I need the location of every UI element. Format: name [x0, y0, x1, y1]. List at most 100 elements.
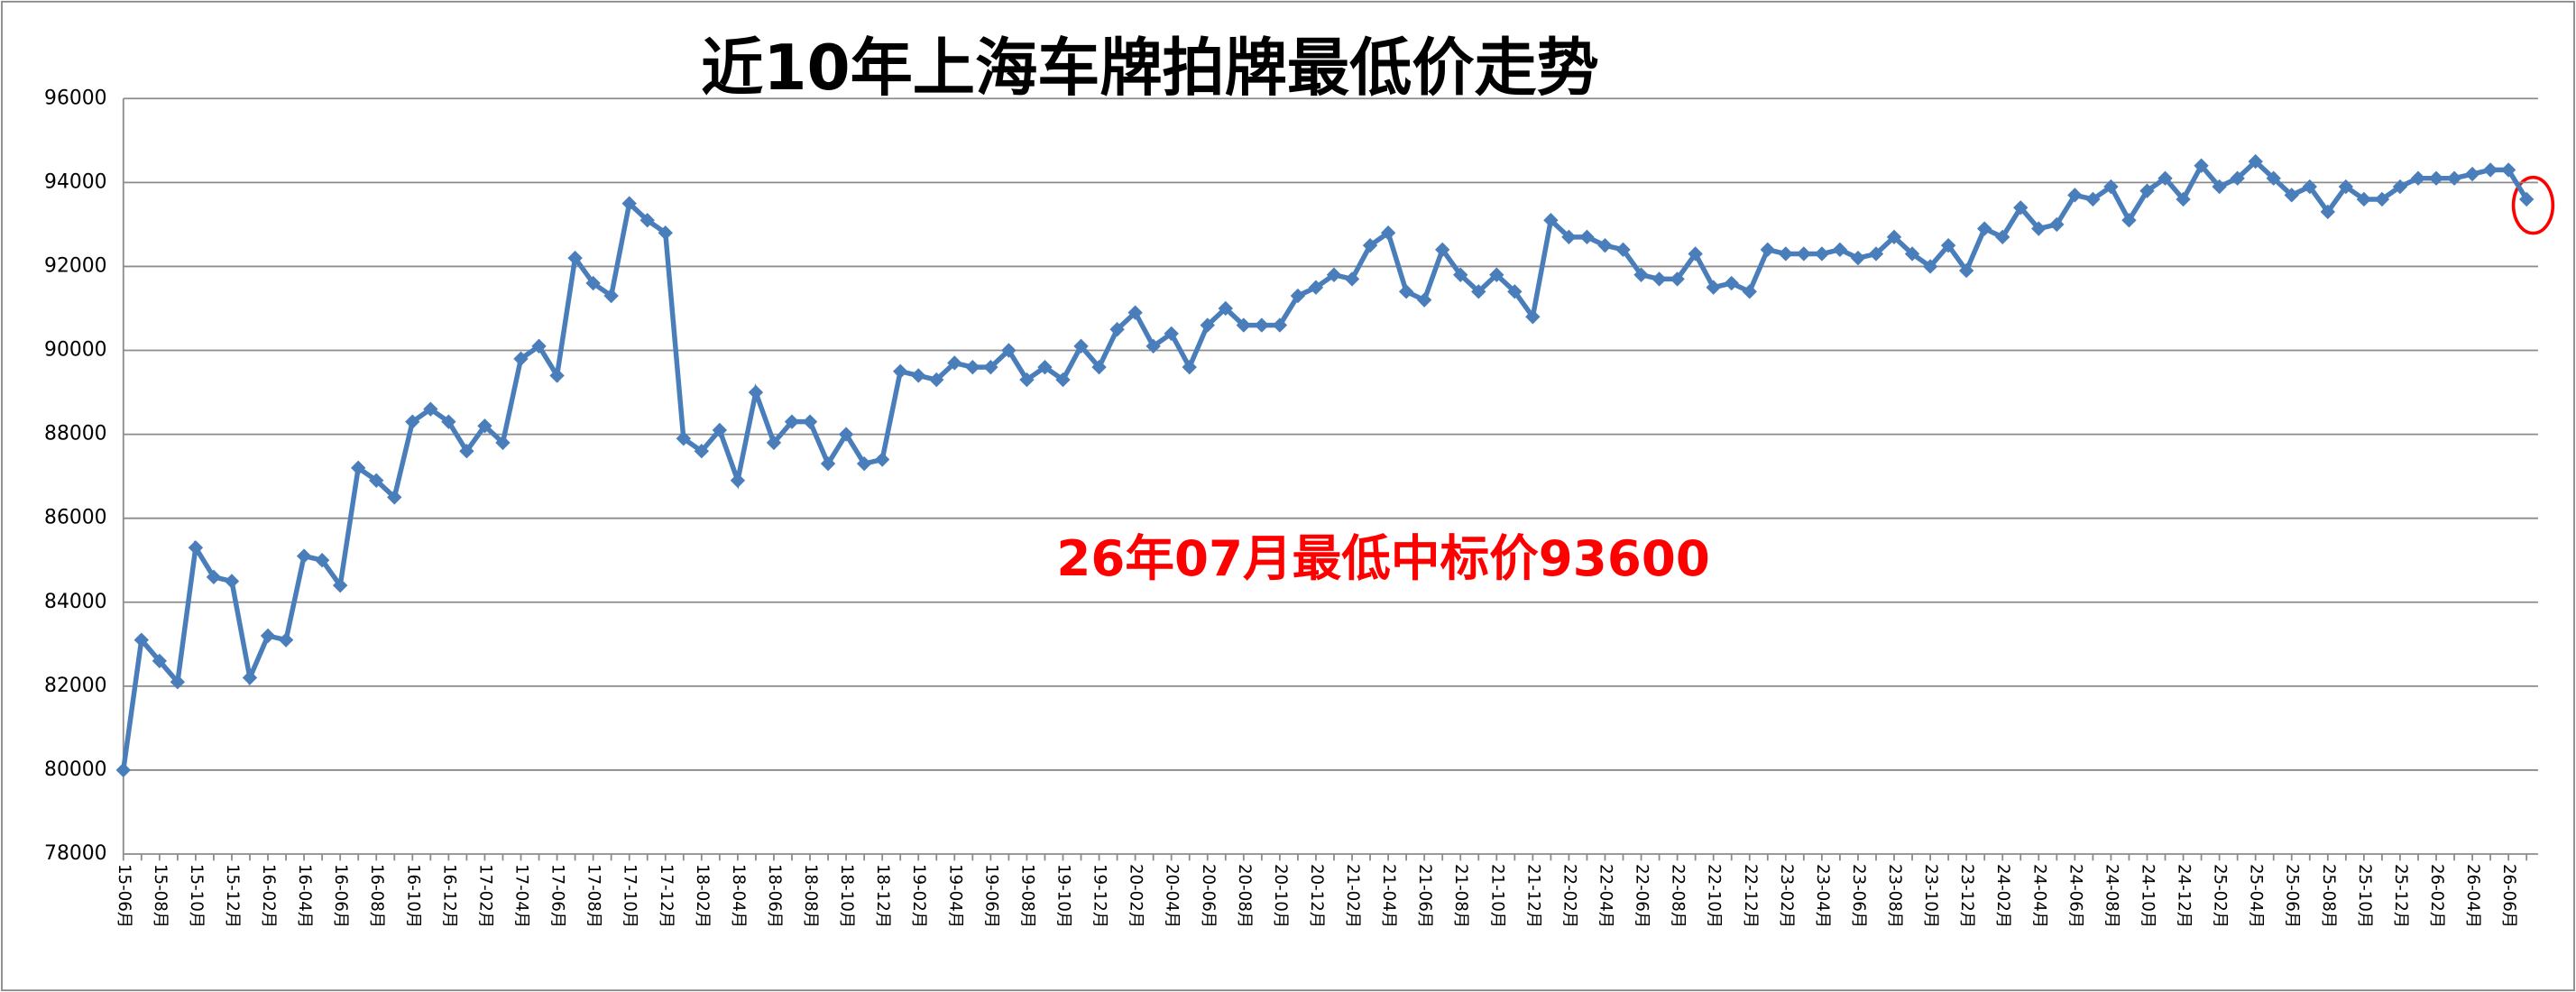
data-point — [170, 675, 186, 690]
x-tick-label: 23-02月 — [1777, 864, 1796, 928]
x-tick-label: 24-12月 — [2175, 864, 2194, 928]
data-point — [1688, 246, 1703, 262]
y-tick-label: 84000 — [44, 591, 106, 613]
data-point — [2248, 153, 2263, 170]
x-tick-label: 22-10月 — [1705, 864, 1724, 928]
data-point — [513, 351, 529, 367]
data-point — [260, 628, 276, 644]
highlight-circle — [2511, 175, 2555, 235]
x-tick-label: 25-02月 — [2211, 864, 2230, 928]
chart-title: 近10年上海车牌拍牌最低价走势 — [701, 32, 1599, 105]
data-point — [1597, 237, 1613, 253]
data-point — [1272, 317, 1288, 333]
x-tick-label: 25-04月 — [2247, 864, 2266, 928]
data-point — [2482, 162, 2498, 178]
data-point — [1850, 250, 1866, 266]
data-point — [188, 540, 204, 556]
data-point — [802, 414, 818, 429]
x-tick-label: 15-08月 — [151, 864, 170, 928]
data-point — [495, 435, 511, 451]
x-tick-label: 18-02月 — [693, 864, 712, 928]
annotation: 26年07月最低中标价93600 — [1056, 529, 1709, 587]
data-point — [2320, 204, 2336, 220]
data-point — [405, 414, 420, 429]
data-point — [1236, 317, 1252, 333]
x-tick-label: 16-08月 — [367, 864, 386, 928]
data-point — [965, 359, 980, 375]
data-point — [929, 372, 944, 388]
x-tick-label: 21-08月 — [1451, 864, 1470, 928]
data-point — [1344, 271, 1360, 287]
x-tick-label: 17-04月 — [512, 864, 531, 928]
x-tick-label: 16-02月 — [259, 864, 278, 928]
data-point — [694, 444, 710, 459]
data-point — [639, 213, 655, 228]
x-tick-label: 25-12月 — [2391, 864, 2410, 928]
y-tick-label: 92000 — [44, 254, 106, 277]
x-tick-label: 22-12月 — [1741, 864, 1760, 928]
x-tick-label: 24-04月 — [2029, 864, 2048, 928]
x-tick-label: 19-10月 — [1053, 864, 1072, 928]
y-tick-label: 96000 — [44, 87, 106, 109]
data-point — [730, 473, 746, 488]
data-point — [2302, 179, 2317, 195]
x-tick-label: 20-12月 — [1307, 864, 1326, 928]
data-point — [1380, 225, 1396, 241]
data-point — [1976, 221, 1992, 236]
x-tick-label: 18-10月 — [837, 864, 856, 928]
data-point — [1995, 229, 2010, 245]
x-tick-label: 25-10月 — [2355, 864, 2374, 928]
y-tick-label: 90000 — [44, 339, 106, 362]
x-tick-label: 23-04月 — [1813, 864, 1832, 928]
data-point — [2446, 170, 2462, 186]
x-tick-label: 15-10月 — [187, 864, 206, 928]
data-point — [332, 577, 348, 593]
data-point — [1742, 284, 1757, 299]
data-point — [314, 553, 330, 568]
data-point — [1109, 322, 1125, 337]
x-tick-label: 21-12月 — [1523, 864, 1542, 928]
x-tick-label: 15-06月 — [115, 864, 133, 928]
x-tick-label: 20-06月 — [1199, 864, 1218, 928]
data-point — [1796, 246, 1812, 262]
data-point — [911, 368, 926, 383]
data-point — [206, 569, 222, 585]
data-point — [766, 435, 782, 451]
y-tick-label: 80000 — [44, 758, 106, 781]
x-tick-label: 19-06月 — [981, 864, 1000, 928]
data-point — [1760, 242, 1775, 258]
data-point — [621, 196, 637, 211]
x-tick-label: 21-06月 — [1415, 864, 1434, 928]
data-point — [2338, 179, 2354, 195]
x-tick-label: 25-06月 — [2283, 864, 2302, 928]
data-point — [2356, 191, 2372, 207]
data-point — [1416, 292, 1432, 308]
data-point — [2392, 179, 2408, 195]
y-tick-label: 94000 — [44, 170, 106, 193]
x-tick-label: 18-04月 — [729, 864, 748, 928]
data-point — [351, 460, 366, 476]
x-tick-label: 26-02月 — [2427, 864, 2446, 928]
x-tick-label: 17-02月 — [475, 864, 494, 928]
data-point — [423, 401, 438, 417]
data-point — [387, 490, 402, 505]
data-point — [1453, 267, 1468, 282]
data-point — [856, 455, 872, 472]
x-tick-label: 19-12月 — [1090, 864, 1109, 928]
x-tick-label: 21-10月 — [1487, 864, 1506, 928]
x-tick-label: 22-04月 — [1596, 864, 1615, 928]
x-tick-label: 23-10月 — [1921, 864, 1940, 928]
x-tick-label: 26-06月 — [2499, 864, 2518, 928]
x-tick-label: 17-12月 — [657, 864, 676, 928]
data-point — [1525, 309, 1541, 325]
x-tick-label: 16-10月 — [403, 864, 422, 928]
y-tick-label: 86000 — [44, 507, 106, 529]
x-tick-label: 16-06月 — [331, 864, 350, 928]
y-tick-label: 88000 — [44, 423, 106, 445]
x-tick-label: 21-02月 — [1343, 864, 1362, 928]
data-point — [2139, 183, 2155, 198]
x-tick-label: 23-06月 — [1849, 864, 1868, 928]
x-tick-label: 20-04月 — [1163, 864, 1182, 928]
data-point — [784, 414, 800, 429]
